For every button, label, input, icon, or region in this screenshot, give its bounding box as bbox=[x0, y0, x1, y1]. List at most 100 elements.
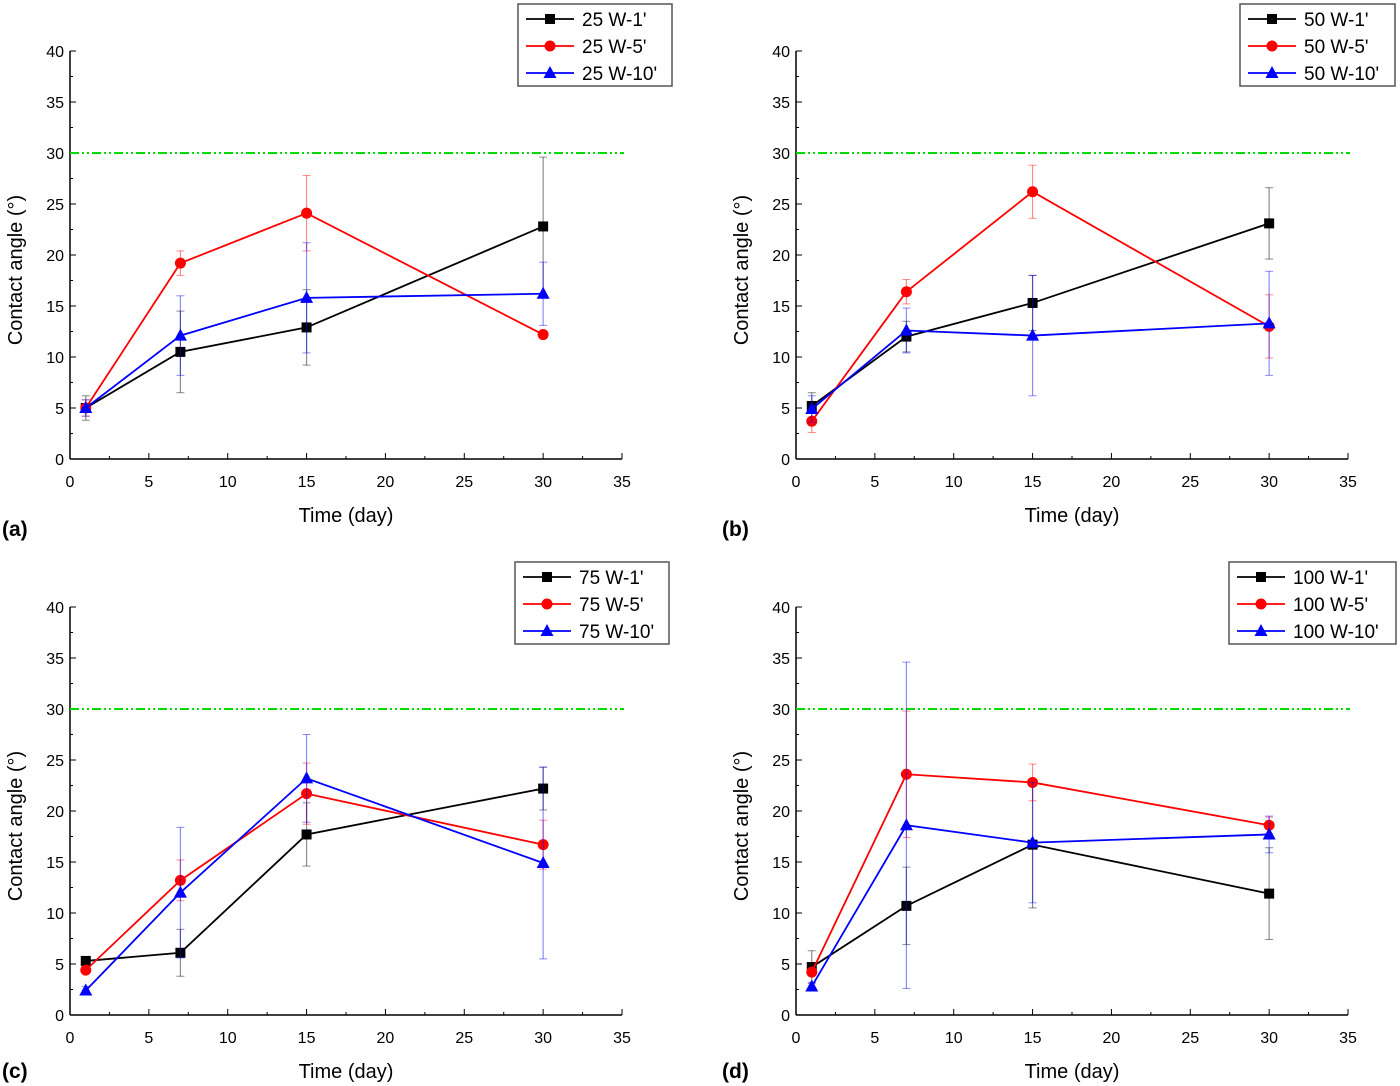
legend-label: 100 W-10' bbox=[1293, 622, 1379, 643]
y-tick-label: 35 bbox=[46, 651, 64, 668]
y-tick-label: 5 bbox=[781, 401, 790, 418]
x-tick-label: 35 bbox=[1339, 1030, 1357, 1047]
legend-item: 75 W-5' bbox=[523, 595, 644, 616]
legend-label: 50 W-10' bbox=[1304, 64, 1379, 85]
data-point bbox=[301, 207, 313, 219]
data-point bbox=[1262, 827, 1276, 840]
y-tick-label: 0 bbox=[55, 1008, 64, 1025]
data-point bbox=[80, 964, 92, 976]
y-tick-label: 15 bbox=[772, 299, 790, 316]
series-line bbox=[810, 773, 1270, 973]
x-tick-label: 25 bbox=[1181, 474, 1199, 491]
legend-label: 100 W-5' bbox=[1293, 595, 1368, 616]
y-tick-label: 10 bbox=[772, 906, 790, 923]
legend: 25 W-1' 25 W-5' 25 W-10' bbox=[517, 3, 673, 87]
data-point bbox=[1264, 218, 1275, 229]
legend-marker bbox=[1265, 66, 1279, 78]
x-tick-label: 25 bbox=[1181, 1030, 1199, 1047]
legend-label: 50 W-5' bbox=[1304, 37, 1369, 58]
data-point bbox=[806, 966, 818, 978]
x-axis-title: Time (day) bbox=[1025, 505, 1120, 527]
legend-item: 25 W-10' bbox=[526, 64, 657, 85]
series-line bbox=[811, 843, 1270, 968]
data-point bbox=[901, 331, 912, 342]
legend-item: 100 W-5' bbox=[1237, 595, 1368, 616]
x-tick-label: 5 bbox=[870, 474, 879, 491]
legend-item: 50 W-1' bbox=[1248, 10, 1369, 31]
x-tick-label: 10 bbox=[219, 474, 237, 491]
y-tick-label: 10 bbox=[46, 906, 64, 923]
x-tick-label: 35 bbox=[613, 474, 631, 491]
x-tick-label: 20 bbox=[377, 1030, 395, 1047]
legend-marker bbox=[1254, 624, 1268, 636]
x-tick-label: 20 bbox=[377, 474, 395, 491]
series-square bbox=[80, 156, 549, 421]
x-tick-label: 10 bbox=[945, 474, 963, 491]
series-circle bbox=[806, 164, 1275, 433]
series-circle bbox=[80, 174, 549, 417]
legend-marker bbox=[544, 40, 556, 52]
chart-panel-c: 0 5 10 15 20 25 30 35 0 5 10 15 20 25 30 35 40 Time (day)… bbox=[5, 561, 670, 1083]
x-tick-label: 15 bbox=[298, 1030, 316, 1047]
legend-marker bbox=[540, 624, 554, 636]
data-point bbox=[79, 983, 93, 996]
data-point bbox=[538, 783, 549, 794]
data-point bbox=[80, 955, 91, 966]
data-point bbox=[901, 900, 912, 911]
legend-marker bbox=[543, 66, 557, 78]
x-tick-label: 15 bbox=[1024, 474, 1042, 491]
x-tick-label: 20 bbox=[1103, 474, 1121, 491]
data-point bbox=[900, 286, 912, 298]
x-tick-label: 25 bbox=[455, 474, 473, 491]
series-triangle bbox=[79, 242, 550, 417]
data-point bbox=[174, 874, 186, 886]
x-tick-label: 10 bbox=[945, 1030, 963, 1047]
y-tick-label: 25 bbox=[46, 753, 64, 770]
data-point bbox=[1027, 186, 1039, 198]
x-tick-label: 15 bbox=[1024, 1030, 1042, 1047]
y-tick-label: 0 bbox=[781, 1008, 790, 1025]
y-tick-label: 30 bbox=[46, 146, 64, 163]
legend-item: 100 W-10' bbox=[1237, 622, 1379, 643]
legend-label: 50 W-1' bbox=[1304, 10, 1369, 31]
y-tick-label: 15 bbox=[772, 855, 790, 872]
legend-item: 50 W-5' bbox=[1248, 37, 1369, 58]
series-line bbox=[85, 792, 544, 971]
y-tick-label: 40 bbox=[46, 600, 64, 617]
legend-item: 25 W-1' bbox=[526, 10, 647, 31]
y-tick-label: 25 bbox=[46, 197, 64, 214]
y-tick-label: 40 bbox=[46, 44, 64, 61]
legend-label: 25 W-1' bbox=[582, 10, 647, 31]
series-square bbox=[806, 780, 1275, 984]
series-line bbox=[85, 212, 544, 409]
data-point bbox=[300, 290, 314, 303]
data-point bbox=[538, 221, 549, 232]
y-axis-title: Contact angle (°) bbox=[5, 751, 27, 901]
chart-panel-a: 0 5 10 15 20 25 30 35 0 5 10 15 20 25 30 35 40 Time (day)… bbox=[5, 3, 673, 527]
panel-label-d: (d) bbox=[722, 1060, 749, 1083]
y-tick-label: 0 bbox=[55, 452, 64, 469]
data-point bbox=[536, 286, 550, 299]
legend-label: 75 W-10' bbox=[579, 622, 654, 643]
data-point bbox=[301, 788, 313, 800]
series-circle bbox=[80, 762, 549, 976]
data-point bbox=[79, 401, 93, 413]
y-tick-label: 5 bbox=[781, 957, 790, 974]
x-tick-label: 30 bbox=[1260, 474, 1278, 491]
series-triangle bbox=[79, 734, 550, 996]
series-triangle bbox=[805, 270, 1276, 423]
data-point bbox=[300, 771, 314, 784]
data-point bbox=[1027, 297, 1038, 308]
data-point bbox=[536, 856, 550, 869]
legend: 100 W-1' 100 W-5' 100 W-10' bbox=[1228, 561, 1397, 645]
x-tick-label: 35 bbox=[1339, 474, 1357, 491]
x-tick-label: 5 bbox=[144, 474, 153, 491]
data-point bbox=[1264, 888, 1275, 899]
data-point bbox=[805, 979, 819, 992]
x-tick-label: 0 bbox=[66, 1030, 75, 1047]
legend-marker bbox=[1255, 598, 1267, 610]
panel-label-a: (a) bbox=[2, 518, 28, 541]
y-tick-label: 15 bbox=[46, 855, 64, 872]
y-tick-label: 15 bbox=[46, 299, 64, 316]
y-tick-label: 30 bbox=[772, 146, 790, 163]
